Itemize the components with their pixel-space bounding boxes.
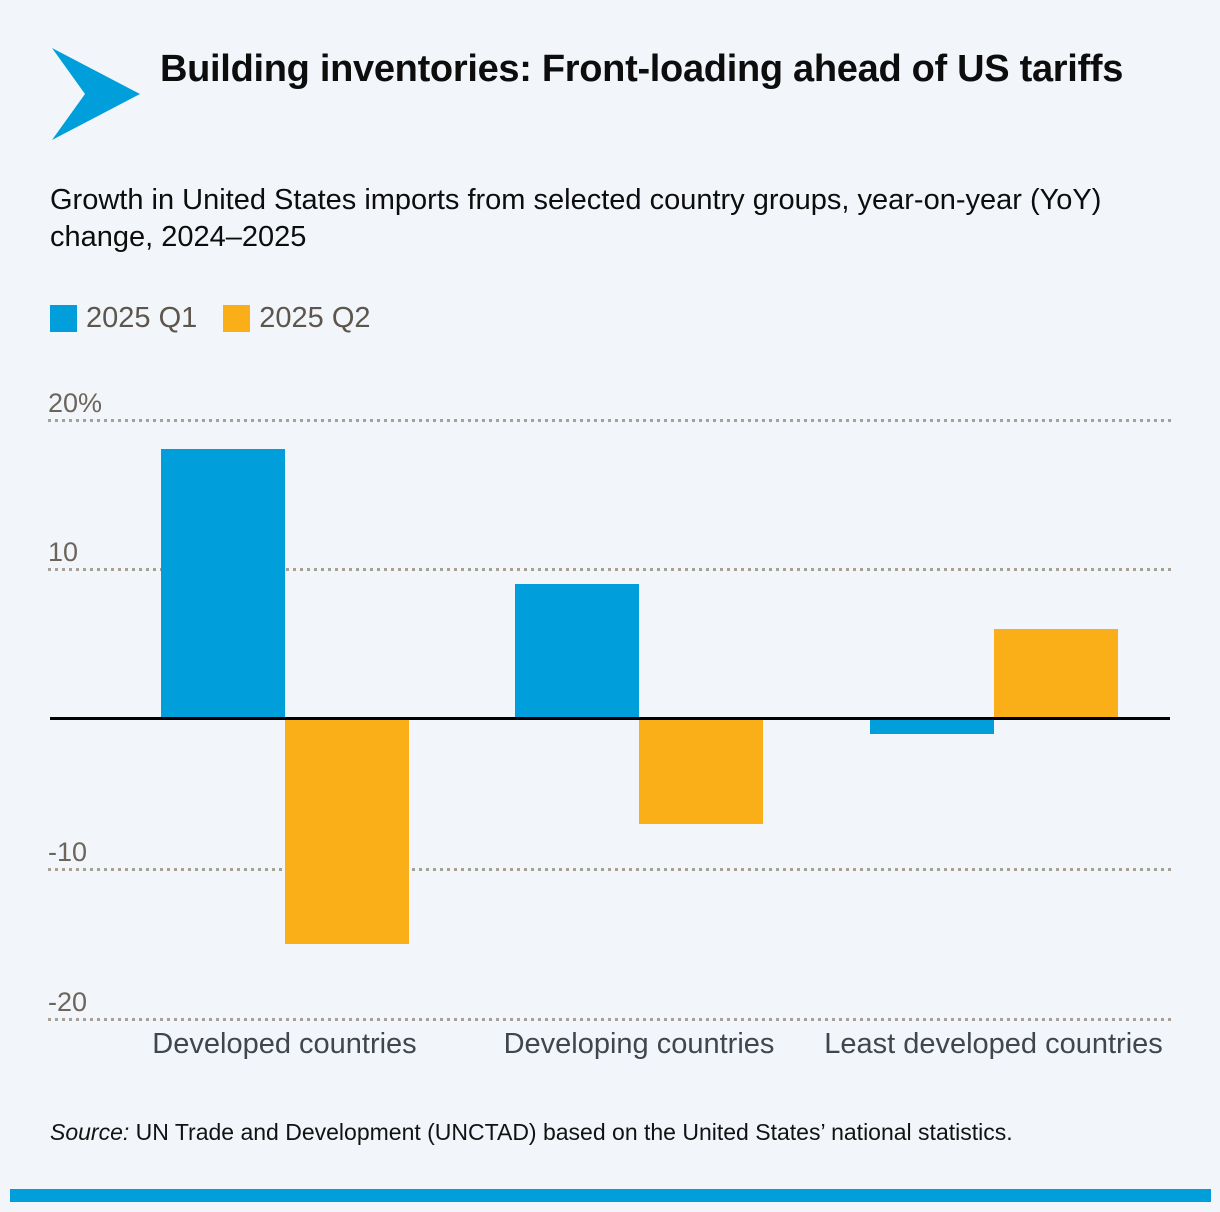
chart-subtitle: Growth in United States imports from sel… — [50, 184, 1102, 253]
legend-item: 2025 Q2 — [223, 302, 371, 335]
bar-2025-q2 — [639, 720, 763, 824]
category-label: Developing countries — [503, 1028, 775, 1060]
y-tick-label: -10 — [48, 836, 88, 867]
category-label: Least developed countries — [824, 1028, 1163, 1060]
y-gridline — [48, 1017, 1172, 1021]
y-gridline — [48, 568, 1172, 572]
bar-2025-q2 — [284, 720, 409, 944]
y-tick-label: 20% — [48, 387, 103, 418]
source-note: Source: UN Trade and Development (UNCTAD… — [50, 1119, 1170, 1146]
chevron-right-icon — [52, 48, 140, 140]
legend-label: 2025 Q1 — [86, 302, 198, 334]
bar-2025-q1 — [869, 720, 994, 734]
category-label: Developed countries — [152, 1028, 417, 1060]
legend-swatch — [223, 305, 251, 332]
bar-2025-q1 — [515, 584, 639, 717]
y-gridline — [48, 867, 1172, 871]
chart-title: Building inventories: Front-loading ahea… — [160, 48, 1124, 90]
y-tick-label: -20 — [48, 986, 88, 1017]
legend-swatch — [50, 305, 77, 332]
legend-item: 2025 Q1 — [50, 302, 197, 335]
footer-accent-bar — [10, 1189, 1211, 1202]
x-axis-zero-line — [50, 717, 1170, 720]
legend-label: 2025 Q2 — [259, 302, 371, 334]
source-label: Source: — [50, 1119, 130, 1145]
bar-2025-q2 — [993, 629, 1118, 717]
y-tick-label: 10 — [48, 537, 79, 568]
bar-2025-q1 — [160, 449, 285, 717]
source-text: UN Trade and Development (UNCTAD) based … — [135, 1119, 1013, 1145]
legend: 2025 Q1 2025 Q2 — [50, 302, 371, 335]
y-gridline — [48, 418, 1172, 422]
